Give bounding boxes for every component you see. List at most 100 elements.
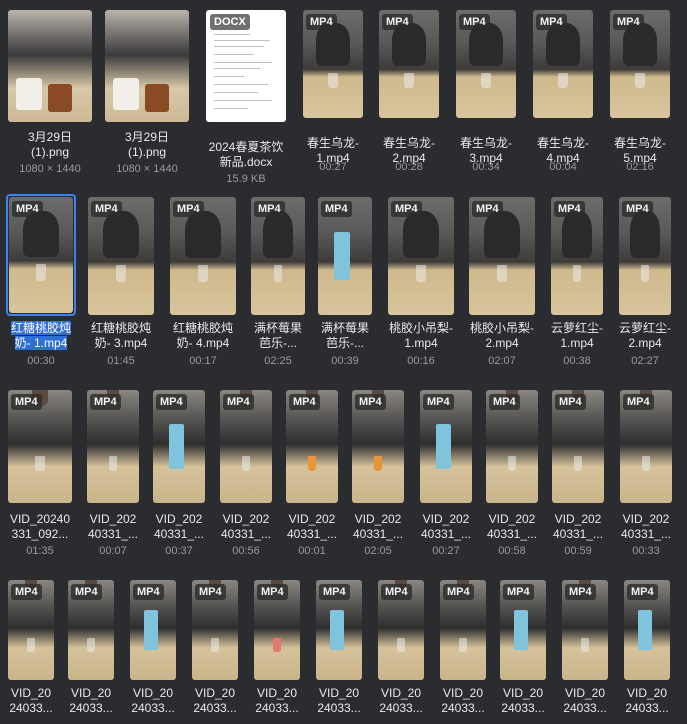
file-item-video[interactable]: MP4 VID_202 40331_... 00:33 [620, 390, 672, 560]
video-duration: 02:05 [364, 545, 392, 557]
file-type-badge: MP4 [254, 201, 285, 217]
file-item-video[interactable]: MP4 红糖桃胶炖 奶- 3.mp4 01:45 [88, 197, 154, 367]
file-name: 红糖桃胶炖 奶- 4.mp4 [172, 321, 233, 350]
file-item-video[interactable]: MP4 VID_20 24033... [316, 580, 362, 724]
file-item-video[interactable]: MP4 春生乌龙- 5.mp4 02:16 [610, 10, 672, 178]
file-type-badge: MP4 [289, 394, 320, 410]
file-item-video[interactable]: MP4 VID_202 40331_... 00:56 [220, 390, 272, 560]
document-thumbnail: DOCX [206, 10, 286, 122]
file-item-video[interactable]: MP4 桃胶小吊梨- 2.mp4 02:07 [469, 197, 535, 367]
file-name: 红糖桃胶炖 奶- 1.mp4 [10, 321, 71, 350]
file-type-badge: MP4 [554, 201, 585, 217]
file-item-video[interactable]: MP4 满杯莓果 芭乐-... 02:25 [251, 197, 305, 367]
file-item-video[interactable]: MP4 VID_20 24033... [624, 580, 670, 724]
file-name: VID_20 24033... [441, 686, 485, 715]
file-type-badge: MP4 [223, 394, 254, 410]
video-duration: 00:58 [498, 545, 526, 557]
file-item-video[interactable]: MP4 满杯莓果 芭乐-... 00:39 [318, 197, 372, 367]
file-item-png-1[interactable]: 3月29日 (1).png 1080 × 1440 [8, 10, 94, 180]
file-item-video[interactable]: MP4 VID_202 40331_... 02:05 [352, 390, 404, 560]
jar-graphic [145, 84, 169, 112]
video-duration: 02:25 [264, 355, 292, 367]
jar-graphic [48, 84, 72, 112]
file-name: 2024春夏茶饮 新品.docx [208, 140, 284, 169]
file-item-video[interactable]: MP4 云萝红尘- 1.mp4 00:38 [551, 197, 603, 367]
file-item-video[interactable]: MP4 VID_202 40331_... 00:58 [486, 390, 538, 560]
file-item-docx[interactable]: DOCX 2024春夏茶饮 新品.docx 15.9 KB [206, 10, 288, 185]
file-name: VID_202 40331_... [286, 512, 338, 541]
file-item-video[interactable]: MP4 VID_20 24033... [378, 580, 424, 724]
file-type-badge: MP4 [195, 584, 226, 600]
file-name: 桃胶小吊梨- 2.mp4 [470, 321, 534, 350]
file-item-video[interactable]: MP4 春生乌龙- 2.mp4 00:28 [379, 10, 441, 178]
file-type-badge: MP4 [443, 584, 474, 600]
file-name: 桃胶小吊梨- 1.mp4 [389, 321, 453, 350]
video-duration: 00:39 [331, 355, 359, 367]
image-thumbnail [8, 10, 92, 122]
file-type-badge: MP4 [623, 394, 654, 410]
file-type-badge: MP4 [381, 584, 412, 600]
file-item-video[interactable]: MP4 春生乌龙- 4.mp4 00:04 [533, 10, 595, 178]
file-name: 3月29日 (1).png [27, 130, 73, 159]
file-type-badge: MP4 [91, 201, 122, 217]
file-type-badge: MP4 [503, 584, 534, 600]
file-name: VID_20240 331_092... [9, 512, 71, 541]
file-type-badge: MP4 [622, 201, 653, 217]
file-name: 红糖桃胶炖 奶- 3.mp4 [90, 321, 151, 350]
file-type-badge: MP4 [71, 584, 102, 600]
file-item-video[interactable]: MP4 VID_20 24033... [192, 580, 238, 724]
video-duration: 01:35 [26, 545, 54, 557]
file-item-video[interactable]: MP4 VID_20 24033... [500, 580, 546, 724]
file-item-video[interactable]: MP4 VID_20 24033... [130, 580, 176, 724]
file-item-video[interactable]: MP4 VID_20 24033... [254, 580, 300, 724]
file-type-badge: MP4 [536, 14, 567, 30]
file-name: VID_202 40331_... [552, 512, 604, 541]
video-duration: 00:04 [549, 161, 577, 173]
file-type-badge: MP4 [472, 201, 503, 217]
file-name: VID_20 24033... [501, 686, 545, 715]
file-name: 春生乌龙- 4.mp4 [537, 136, 589, 165]
file-item-video[interactable]: MP4 春生乌龙- 3.mp4 00:34 [456, 10, 518, 178]
file-item-video[interactable]: MP4 VID_202 40331_... 00:59 [552, 390, 604, 560]
file-item-video[interactable]: MP4 VID_202 40331_... 00:27 [420, 390, 472, 560]
video-duration: 00:28 [395, 161, 423, 173]
file-name: 春生乌龙- 2.mp4 [383, 136, 435, 165]
file-item-png-2[interactable]: 3月29日 (1).png 1080 × 1440 [105, 10, 191, 180]
file-item-video[interactable]: MP4 VID_20240 331_092... 01:35 [8, 390, 72, 560]
file-item-video[interactable]: MP4 VID_20 24033... [562, 580, 608, 724]
file-item-video[interactable]: MP4 VID_202 40331_... 00:37 [153, 390, 205, 560]
video-duration: 00:01 [298, 545, 326, 557]
file-item-video[interactable]: MP4 VID_202 40331_... 00:07 [87, 390, 139, 560]
file-item-video[interactable]: MP4 桃胶小吊梨- 1.mp4 00:16 [388, 197, 454, 367]
video-duration: 00:38 [563, 355, 591, 367]
file-item-video[interactable]: MP4 VID_20 24033... [440, 580, 486, 724]
file-item-video[interactable]: MP4 VID_20 24033... [8, 580, 54, 724]
video-duration: 00:16 [407, 355, 435, 367]
video-duration: 00:07 [99, 545, 127, 557]
file-item-video[interactable]: MP4 春生乌龙- 1.mp4 00:27 [303, 10, 365, 178]
file-item-video[interactable]: MP4 红糖桃胶炖 奶- 4.mp4 00:17 [170, 197, 236, 367]
file-type-badge: MP4 [321, 201, 352, 217]
file-name: VID_202 40331_... [153, 512, 205, 541]
file-name: 春生乌龙- 5.mp4 [614, 136, 666, 165]
file-item-video[interactable]: MP4 VID_20 24033... [68, 580, 114, 724]
file-name: VID_202 40331_... [87, 512, 139, 541]
file-type-badge: MP4 [423, 394, 454, 410]
video-duration: 00:33 [632, 545, 660, 557]
file-type-badge: MP4 [173, 201, 204, 217]
file-name: 满杯莓果 芭乐-... [320, 321, 369, 350]
file-type-badge: DOCX [210, 14, 250, 30]
file-type-badge: MP4 [11, 394, 42, 410]
file-name: VID_20 24033... [255, 686, 299, 715]
file-type-badge: MP4 [133, 584, 164, 600]
video-duration: 00:27 [319, 161, 347, 173]
file-type-badge: MP4 [319, 584, 350, 600]
file-type-badge: MP4 [306, 14, 337, 30]
file-type-badge: MP4 [156, 394, 187, 410]
file-item-video[interactable]: MP4 VID_202 40331_... 00:01 [286, 390, 338, 560]
file-item-video[interactable]: MP4 云萝红尘- 2.mp4 02:27 [619, 197, 671, 367]
file-name: VID_20 24033... [131, 686, 175, 715]
file-item-video-selected[interactable]: MP4 红糖桃胶炖 奶- 1.mp4 00:30 [9, 197, 73, 367]
file-dimensions: 1080 × 1440 [19, 163, 81, 175]
file-type-badge: MP4 [489, 394, 520, 410]
